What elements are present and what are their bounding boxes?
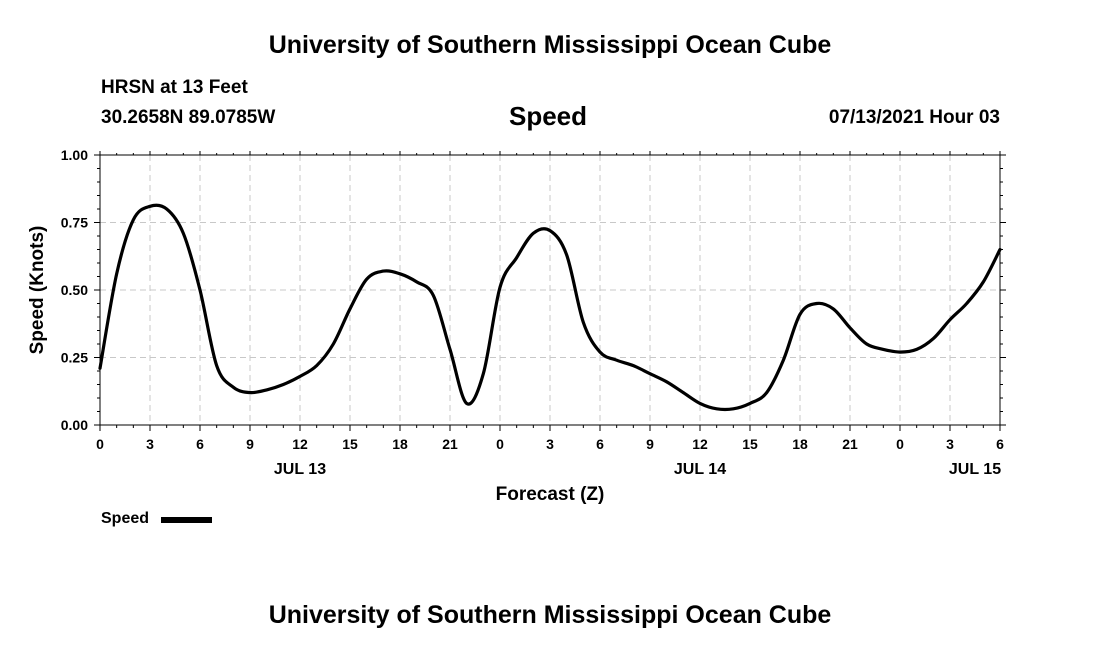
axis-ticks xyxy=(94,151,1006,431)
axis-labels: 0 3 6 9 12 15 18 21 0 3 6 9 12 15 18 21 0 3 6 0.00 0.25 0.50 0… xyxy=(61,147,1004,478)
y-axis-label: Speed (Knots) xyxy=(27,226,48,355)
y-tick-label: 0.00 xyxy=(61,417,88,433)
x-tick-label: 3 xyxy=(146,436,154,452)
date-label: JUL 15 xyxy=(949,461,1001,478)
page-title: University of Southern Mississippi Ocean… xyxy=(268,31,832,59)
x-axis-label: Forecast (Z) xyxy=(496,484,605,505)
x-tick-label: 21 xyxy=(442,436,458,452)
series-layer xyxy=(98,203,1002,412)
y-tick-label: 0.50 xyxy=(61,282,88,298)
x-tick-label: 6 xyxy=(596,436,604,452)
y-tick-label: 1.00 xyxy=(61,147,88,163)
forecast-datetime: 07/13/2021 Hour 03 xyxy=(828,107,1000,128)
x-tick-label: 12 xyxy=(292,436,308,452)
x-tick-label: 0 xyxy=(496,436,504,452)
x-tick-label: 18 xyxy=(392,436,408,452)
x-tick-label: 3 xyxy=(546,436,554,452)
chart-title: Speed xyxy=(509,101,588,131)
x-tick-label: 9 xyxy=(646,436,654,452)
x-tick-label: 9 xyxy=(246,436,254,452)
legend-label: Speed xyxy=(101,510,150,527)
chart-grid xyxy=(100,155,1000,425)
date-label: JUL 13 xyxy=(274,461,326,478)
x-tick-label: 0 xyxy=(896,436,904,452)
y-tick-label: 0.75 xyxy=(61,215,88,231)
station-label: HRSN at 13 Feet xyxy=(101,77,248,98)
y-tick-label: 0.25 xyxy=(61,350,88,366)
legend-swatch xyxy=(161,517,212,523)
x-tick-label: 3 xyxy=(946,436,954,452)
x-tick-label: 12 xyxy=(692,436,708,452)
x-tick-label: 0 xyxy=(96,436,104,452)
x-tick-label: 6 xyxy=(996,436,1004,452)
series-line-speed xyxy=(98,203,1002,412)
x-tick-label: 6 xyxy=(196,436,204,452)
x-tick-label: 21 xyxy=(842,436,858,452)
x-tick-label: 15 xyxy=(742,436,758,452)
footer-title: University of Southern Mississippi Ocean… xyxy=(268,601,832,629)
x-tick-label: 15 xyxy=(342,436,358,452)
date-label: JUL 14 xyxy=(674,461,726,478)
station-coordinates: 30.2658N 89.0785W xyxy=(101,107,276,128)
x-tick-label: 18 xyxy=(792,436,808,452)
